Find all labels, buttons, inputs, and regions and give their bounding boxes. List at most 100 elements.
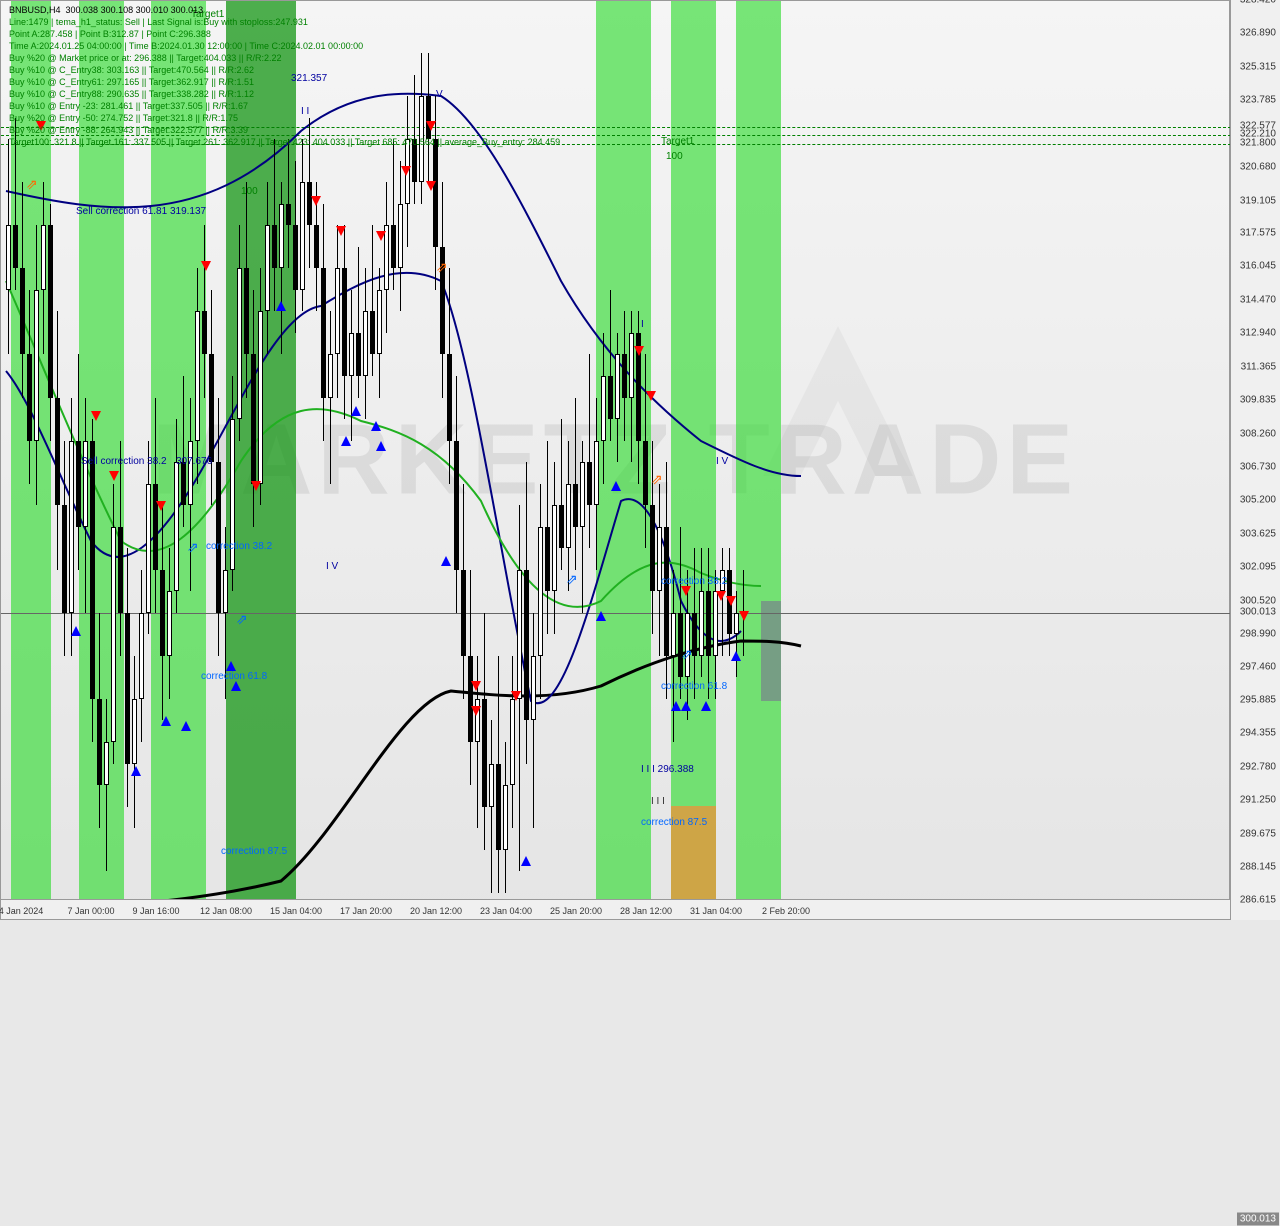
arrow-down-icon (109, 471, 119, 481)
x-tick: 2 Feb 20:00 (762, 906, 810, 916)
candle (419, 53, 424, 204)
x-tick: 4 Jan 2024 (0, 906, 43, 916)
arrow-down-icon (716, 591, 726, 601)
candle (678, 527, 683, 699)
y-tick: 319.105 (1240, 195, 1276, 206)
y-tick: 295.885 (1240, 695, 1276, 706)
candle (209, 290, 214, 505)
candle (265, 182, 270, 354)
candle (293, 161, 298, 333)
candle (146, 441, 151, 635)
y-tick: 297.460 (1240, 661, 1276, 672)
candle (580, 441, 585, 613)
candle (545, 441, 550, 635)
x-tick: 20 Jan 12:00 (410, 906, 462, 916)
x-tick: 25 Jan 20:00 (550, 906, 602, 916)
chart-annotation: I (641, 319, 644, 330)
chart-annotation: correction 61.8 (201, 671, 267, 682)
y-tick: 314.470 (1240, 295, 1276, 306)
y-tick: 288.145 (1240, 862, 1276, 873)
candle (97, 613, 102, 828)
candle (48, 204, 53, 441)
arrow-down-icon (471, 681, 481, 691)
candle (384, 182, 389, 333)
arrow-down-icon (251, 481, 261, 491)
arrow-up-icon (441, 556, 451, 566)
arrow-up-icon (341, 436, 351, 446)
info-line: Line:1479 | tema_h1_status: Sell | Last … (9, 17, 308, 27)
price-tag: 300.013 (1237, 1213, 1279, 1226)
candle (601, 333, 606, 484)
chart-annotation: correction 38.2 (661, 576, 727, 587)
arrow-up-icon (731, 651, 741, 661)
arrow-down-icon (376, 231, 386, 241)
x-tick: 23 Jan 04:00 (480, 906, 532, 916)
candle (188, 398, 193, 592)
arrow-outline-icon: ⇗ (651, 471, 663, 488)
candle (566, 441, 571, 592)
candle (699, 548, 704, 677)
candle (174, 419, 179, 613)
candle (160, 505, 165, 720)
chart-annotation: Target1 (661, 136, 694, 147)
arrow-down-icon (726, 596, 736, 606)
candle (440, 182, 445, 397)
candle (615, 333, 620, 462)
info-line: Buy %10 @ C_Entry88: 290.635 || Target:3… (9, 89, 254, 99)
symbol-label: BNBUSD,H4 300.038 300.108 300.010 300.01… (9, 5, 203, 15)
y-tick: 300.520 (1240, 595, 1276, 606)
info-line: Buy %20 @ Entry -88: 264.943 || Target:3… (9, 125, 248, 135)
info-line: Buy %10 @ C_Entry61: 297.165 || Target:3… (9, 77, 254, 87)
candle (363, 268, 368, 419)
candle (622, 311, 627, 440)
candle (286, 139, 291, 268)
y-axis: 328.420326.890325.315323.785322.577322.2… (1230, 0, 1280, 920)
arrow-down-icon (401, 166, 411, 176)
arrow-up-icon (131, 766, 141, 776)
y-tick: 305.200 (1240, 494, 1276, 505)
y-tick: 311.365 (1241, 362, 1276, 373)
arrow-down-icon (156, 501, 166, 511)
y-tick: 294.355 (1240, 728, 1276, 739)
arrow-up-icon (231, 681, 241, 691)
chart-annotation: Sell correction 61.81 319.137 (76, 206, 206, 217)
y-tick: 303.625 (1240, 528, 1276, 539)
candle (181, 376, 186, 527)
candle (468, 570, 473, 785)
candle (237, 225, 242, 440)
x-tick: 12 Jan 08:00 (200, 906, 252, 916)
chart-area[interactable]: MARKETZ TRADE 322.577322.210321.800300.0… (0, 0, 1230, 920)
arrow-outline-blue-icon: ⇗ (236, 611, 248, 628)
y-tick: 298.990 (1240, 628, 1276, 639)
candle (454, 376, 459, 613)
candle (20, 182, 25, 397)
y-tick: 320.680 (1240, 161, 1276, 172)
arrow-up-icon (671, 701, 681, 711)
arrow-outline-blue-icon: ⇗ (566, 571, 578, 588)
y-tick: 325.315 (1240, 61, 1276, 72)
info-line: Target100: 321.8 || Target 161: 337.505 … (9, 137, 560, 147)
y-tick: 321.800 (1240, 137, 1276, 148)
horizontal-line: 300.013 (1, 613, 1231, 614)
y-tick: 309.835 (1240, 395, 1276, 406)
arrow-up-icon (371, 421, 381, 431)
y-tick: 326.890 (1240, 27, 1276, 38)
x-tick: 7 Jan 00:00 (67, 906, 114, 916)
arrow-down-icon (426, 181, 436, 191)
candle (377, 268, 382, 397)
arrow-down-icon (681, 586, 691, 596)
candle (552, 462, 557, 634)
arrow-down-icon (426, 121, 436, 131)
candle (139, 570, 144, 742)
candle (6, 139, 11, 354)
arrow-down-icon (91, 411, 101, 421)
candle (69, 398, 74, 656)
y-tick: 292.780 (1240, 762, 1276, 773)
candle (573, 398, 578, 570)
candle (531, 613, 536, 828)
candle (230, 376, 235, 591)
candle (328, 311, 333, 483)
candle (279, 182, 284, 354)
chart-annotation: I V (326, 561, 338, 572)
info-line: Buy %20 @ Entry -50: 274.752 || Target:3… (9, 113, 238, 123)
